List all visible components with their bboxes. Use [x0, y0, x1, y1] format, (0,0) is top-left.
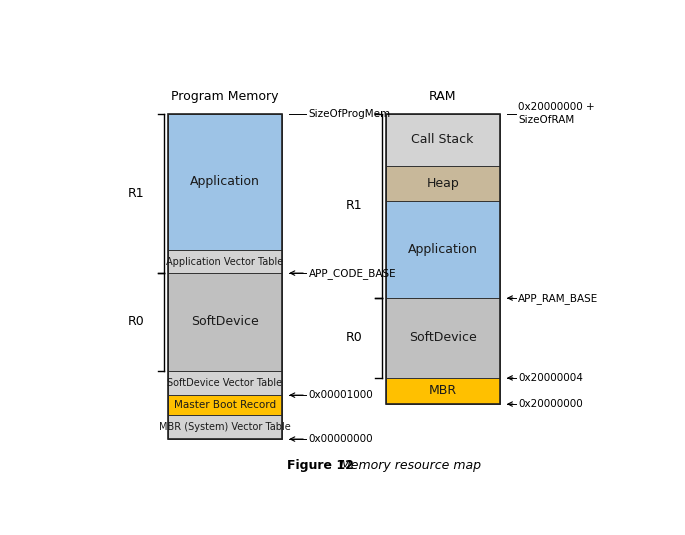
Text: MBR: MBR — [429, 385, 457, 398]
Bar — [386, 166, 499, 201]
Text: Figure 12: Figure 12 — [288, 460, 354, 472]
Text: Application: Application — [190, 175, 260, 188]
Bar — [386, 113, 499, 404]
Bar — [168, 273, 282, 371]
Text: APP_CODE_BASE: APP_CODE_BASE — [308, 268, 396, 279]
Text: 0x20000000: 0x20000000 — [519, 399, 583, 409]
Text: 0x00000000: 0x00000000 — [308, 434, 373, 444]
Text: Program Memory: Program Memory — [171, 90, 279, 103]
Text: R0: R0 — [127, 316, 145, 328]
Bar — [168, 415, 282, 439]
Bar — [386, 298, 499, 378]
Bar — [386, 113, 499, 166]
Text: APP_RAM_BASE: APP_RAM_BASE — [519, 293, 599, 303]
Text: Application Vector Table: Application Vector Table — [166, 257, 284, 267]
Text: 0x20000000 +
SizeOfRAM: 0x20000000 + SizeOfRAM — [519, 102, 595, 125]
Bar — [168, 371, 282, 395]
Bar — [168, 250, 282, 273]
Bar — [168, 113, 282, 250]
Text: Application: Application — [408, 243, 477, 256]
Text: Call Stack: Call Stack — [412, 133, 474, 146]
Bar — [386, 201, 499, 298]
Text: Memory resource map: Memory resource map — [332, 460, 482, 472]
Text: R1: R1 — [345, 200, 362, 212]
Text: SoftDevice: SoftDevice — [191, 316, 259, 328]
Text: 0x20000004: 0x20000004 — [519, 373, 583, 383]
Text: Heap: Heap — [426, 177, 459, 190]
Text: RAM: RAM — [429, 90, 456, 103]
Text: SizeOfProgMem: SizeOfProgMem — [308, 109, 390, 119]
Text: R1: R1 — [127, 187, 145, 200]
Text: 0x00001000: 0x00001000 — [308, 390, 373, 400]
Text: Master Boot Record: Master Boot Record — [174, 400, 276, 410]
Bar — [168, 395, 282, 415]
Text: SoftDevice: SoftDevice — [409, 332, 477, 345]
Text: SoftDevice Vector Table: SoftDevice Vector Table — [167, 378, 282, 388]
Bar — [168, 113, 282, 439]
Bar — [386, 378, 499, 404]
Text: MBR (System) Vector Table: MBR (System) Vector Table — [159, 422, 291, 432]
Text: R0: R0 — [345, 332, 362, 345]
